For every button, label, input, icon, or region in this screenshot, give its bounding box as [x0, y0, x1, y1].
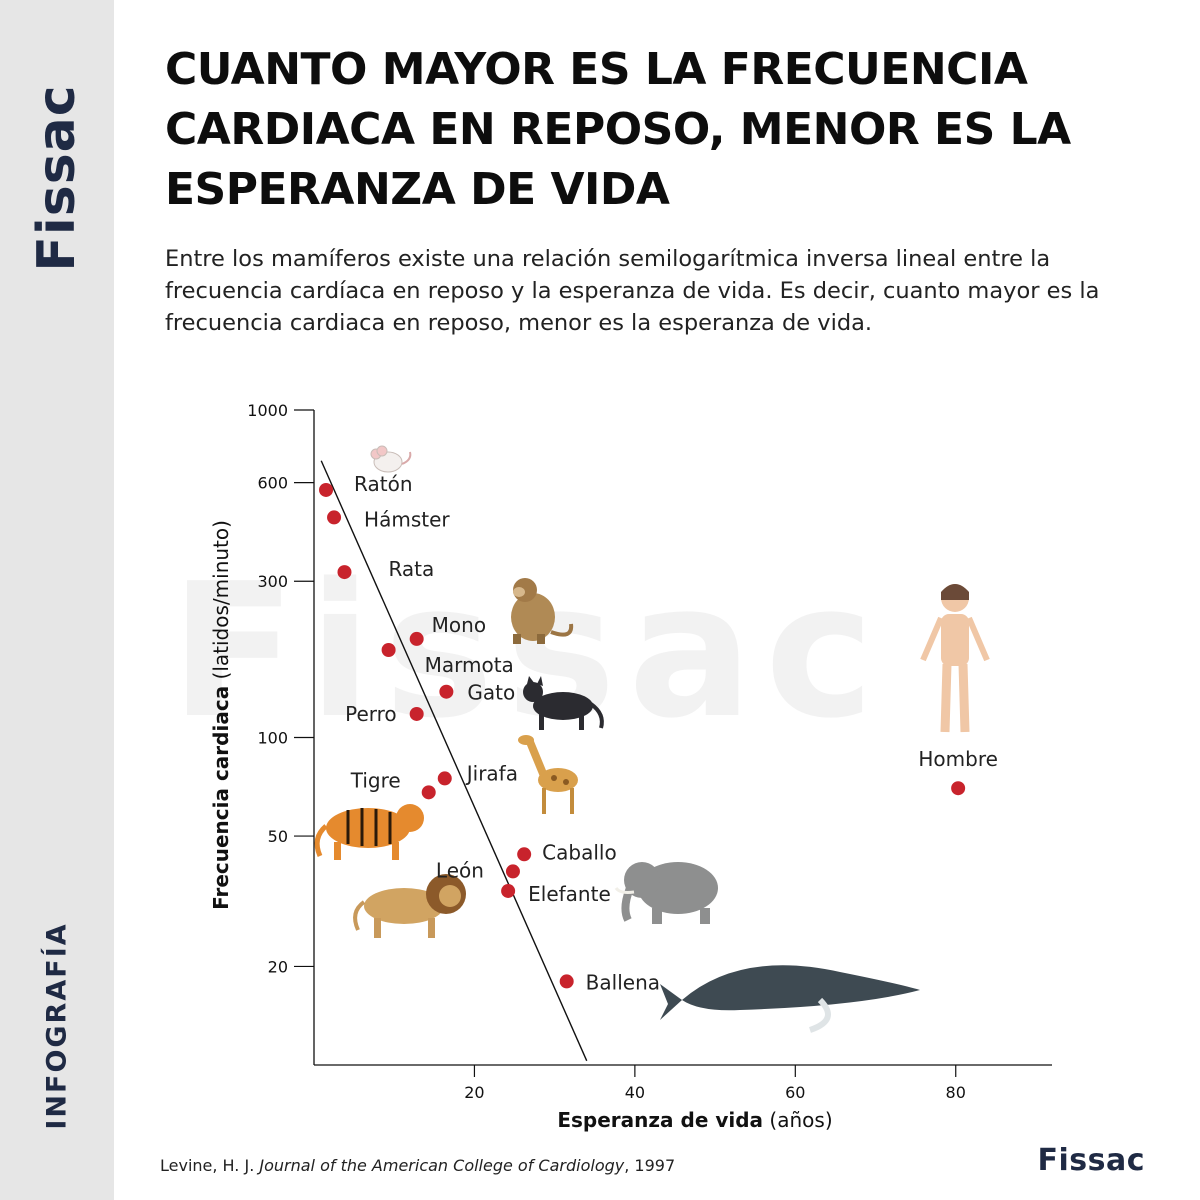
- point-label: Ratón: [354, 472, 412, 496]
- point-label: León: [436, 858, 484, 882]
- mouse-icon: [370, 445, 412, 473]
- sidebar: Fissac INFOGRAFÍA: [0, 0, 114, 1200]
- data-point: [501, 883, 516, 898]
- point-label: Tigre: [350, 768, 401, 792]
- data-point: [439, 684, 454, 699]
- data-point: [327, 510, 342, 525]
- point-label: Elefante: [528, 882, 611, 906]
- page-title: CUANTO MAYOR ES LA FRECUENCIA CARDIACA E…: [165, 44, 1071, 215]
- y-tick-label: 600: [257, 474, 288, 493]
- y-tick-label: 100: [257, 729, 288, 748]
- y-tick-label: 20: [268, 957, 288, 976]
- data-point: [437, 771, 452, 786]
- page-subtitle: Entre los mamíferos existe una relación …: [165, 246, 1100, 336]
- point-label: Mono: [432, 613, 486, 637]
- data-point: [559, 974, 574, 989]
- x-tick-label: 80: [946, 1083, 966, 1102]
- data-point: [951, 781, 966, 796]
- y-axis-label: Frecuencia cardiaca (latidos/minuto): [209, 520, 233, 910]
- point-label: Hombre: [918, 747, 998, 771]
- y-tick-label: 300: [257, 572, 288, 591]
- trend-line: [320, 460, 588, 1062]
- elephant-icon: [614, 862, 718, 924]
- point-label: Gato: [467, 681, 515, 705]
- human-icon: [920, 584, 990, 733]
- monkey-icon: [511, 578, 574, 644]
- point-label: Jirafa: [465, 761, 518, 785]
- giraffe-icon: [518, 735, 578, 814]
- data-point: [409, 631, 424, 646]
- footer-logo: Fissac: [1037, 1143, 1145, 1178]
- data-point: [409, 706, 424, 721]
- axis-ticks: 20 50 100 300 600 1000 20 40 60 80: [247, 401, 966, 1102]
- point-label: Hámster: [364, 507, 450, 531]
- point-label: Ballena: [586, 970, 660, 994]
- animal-illustrations: [314, 445, 990, 1033]
- x-tick-label: 60: [785, 1083, 805, 1102]
- data-point: [421, 785, 436, 800]
- point-label: Perro: [345, 702, 397, 726]
- point-label: Marmota: [425, 653, 514, 677]
- x-axis-label: Esperanza de vida (años): [557, 1108, 832, 1132]
- cat-icon: [523, 676, 604, 730]
- source-citation: Levine, H. J. Journal of the American Co…: [160, 1156, 676, 1175]
- data-point: [505, 864, 520, 879]
- x-tick-label: 40: [625, 1083, 645, 1102]
- tiger-icon: [314, 804, 424, 860]
- data-point: [319, 482, 334, 497]
- x-tick-label: 20: [464, 1083, 484, 1102]
- lion-icon: [353, 874, 466, 938]
- point-label: Caballo: [542, 840, 617, 864]
- y-tick-label: 1000: [247, 401, 288, 420]
- trend-group: [320, 460, 588, 1062]
- data-points: Ratón Hámster Rata Mono Marmota Gato Perro Jira…: [319, 472, 998, 994]
- y-tick-label: 50: [268, 827, 288, 846]
- point-label: Rata: [388, 557, 434, 581]
- data-point: [337, 565, 352, 580]
- data-point: [517, 847, 532, 862]
- data-point: [381, 643, 396, 658]
- whale-icon: [660, 965, 920, 1033]
